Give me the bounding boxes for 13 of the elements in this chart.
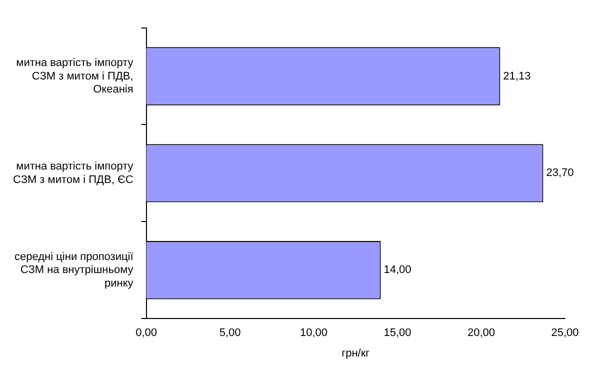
x-tick-label: 5,00 <box>219 327 241 340</box>
data-label: 21,13 <box>503 70 531 82</box>
x-tick-label: 20,00 <box>467 327 496 340</box>
x-axis-title: грн/кг <box>342 347 370 360</box>
x-tick-label: 0,00 <box>136 327 158 340</box>
x-tick-label: 25,00 <box>551 327 579 340</box>
y-tick-label: середні ціни пропозиції СЗМ на внутрішньому ринку <box>14 250 134 290</box>
data-label: 23,70 <box>546 167 574 180</box>
y-tick-label: митна вартість імпорту СЗМ з митом і ПДВ, Океанія <box>16 57 134 96</box>
x-tick-label: 15,00 <box>384 327 412 340</box>
x-tick-label: 10,00 <box>300 327 328 340</box>
y-tick-label: митна вартість імпорту СЗМ з митом і ПДВ, ЄС <box>13 160 134 186</box>
data-label: 14,00 <box>384 264 412 276</box>
